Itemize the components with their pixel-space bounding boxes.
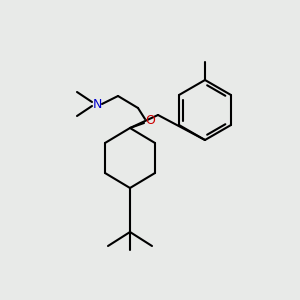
Text: N: N — [92, 98, 102, 110]
Text: O: O — [145, 115, 155, 128]
